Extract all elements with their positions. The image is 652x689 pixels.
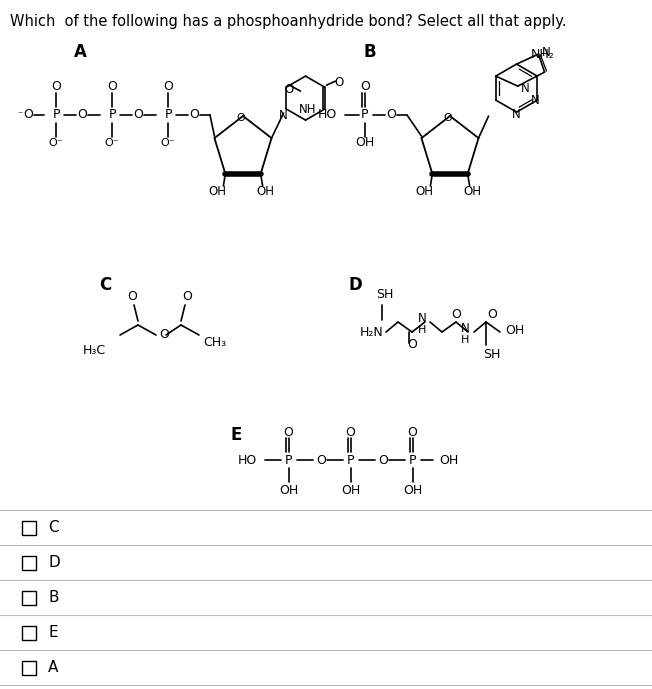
Text: O: O [386, 108, 396, 121]
Text: E: E [48, 625, 57, 640]
Text: P: P [286, 453, 293, 466]
Text: O: O [378, 453, 388, 466]
Text: O: O [316, 453, 326, 466]
Text: OH: OH [209, 185, 226, 198]
Text: N: N [531, 94, 540, 107]
Text: P: P [52, 108, 60, 121]
Text: O: O [237, 113, 245, 123]
Text: O: O [107, 81, 117, 94]
Bar [22, 555, 36, 570]
Text: N: N [542, 45, 551, 59]
Bar [22, 626, 36, 639]
Text: HO: HO [238, 453, 257, 466]
Text: O⁻: O⁻ [160, 138, 175, 148]
Text: O: O [182, 291, 192, 303]
Bar [22, 590, 36, 604]
Text: OH: OH [505, 324, 524, 336]
Text: P: P [409, 453, 417, 466]
Text: CH₃: CH₃ [203, 336, 226, 349]
Text: SH: SH [376, 289, 394, 302]
Text: HO: HO [318, 108, 337, 121]
Text: O⁻: O⁻ [49, 138, 63, 148]
Text: H₃C: H₃C [83, 344, 106, 358]
Text: C: C [99, 276, 111, 294]
Text: OH: OH [355, 136, 375, 150]
Text: NH: NH [299, 103, 317, 116]
Text: H₂N: H₂N [360, 325, 384, 338]
Text: SH: SH [483, 349, 501, 362]
Text: O: O [23, 108, 33, 121]
Text: N: N [522, 81, 530, 94]
Text: ⁻: ⁻ [18, 110, 23, 120]
Text: P: P [164, 108, 171, 121]
Text: O: O [360, 81, 370, 94]
Text: NH₂: NH₂ [531, 48, 554, 61]
Text: OH: OH [279, 484, 299, 497]
Bar [22, 520, 36, 535]
Text: OH: OH [342, 484, 361, 497]
Text: H: H [461, 335, 469, 345]
Text: O: O [51, 81, 61, 94]
Text: O: O [345, 426, 355, 438]
Text: OH: OH [404, 484, 422, 497]
Text: P: P [361, 108, 369, 121]
Text: O: O [285, 83, 294, 96]
Text: E: E [230, 426, 241, 444]
Text: O: O [77, 108, 87, 121]
Text: A: A [48, 660, 59, 675]
Text: N: N [418, 311, 426, 325]
Text: N: N [279, 109, 288, 122]
Text: O: O [159, 329, 169, 342]
Bar [22, 661, 36, 675]
Text: O: O [189, 108, 199, 121]
Text: D: D [348, 276, 362, 294]
Text: P: P [348, 453, 355, 466]
Text: O: O [407, 338, 417, 351]
Text: OH: OH [439, 453, 458, 466]
Text: B: B [48, 590, 59, 605]
Text: O: O [133, 108, 143, 121]
Text: O: O [334, 76, 343, 89]
Text: O: O [487, 309, 497, 322]
Text: O: O [407, 426, 417, 438]
Text: OH: OH [464, 185, 482, 198]
Text: O⁻: O⁻ [105, 138, 119, 148]
Text: O: O [451, 309, 461, 322]
Text: OH: OH [257, 185, 274, 198]
Text: D: D [48, 555, 60, 570]
Text: A: A [74, 43, 87, 61]
Text: O: O [163, 81, 173, 94]
Text: OH: OH [415, 185, 434, 198]
Text: O: O [283, 426, 293, 438]
Text: P: P [108, 108, 116, 121]
Text: B: B [364, 43, 376, 61]
Text: N: N [460, 322, 469, 334]
Text: C: C [48, 520, 59, 535]
Text: O: O [127, 291, 137, 303]
Text: O: O [443, 113, 452, 123]
Text: Which  of the following has a phosphoanhydride bond? Select all that apply.: Which of the following has a phosphoanhy… [10, 14, 567, 29]
Text: H: H [418, 325, 426, 335]
Text: N: N [512, 107, 521, 121]
